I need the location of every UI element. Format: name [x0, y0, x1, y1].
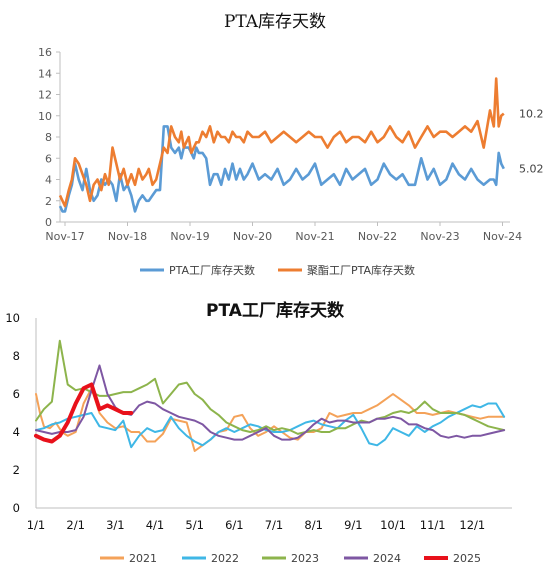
c1-legend-label-1: 聚酯工厂PTA库存天数: [307, 263, 415, 277]
c2-x-tick-label: 3/1: [106, 518, 125, 532]
c1-x-tick-label: Nov-18: [108, 230, 147, 243]
c1-x-tick-label: Nov-20: [233, 230, 272, 243]
c1-x-tick-label: Nov-17: [45, 230, 84, 243]
c1-x-tick-label: Nov-24: [483, 230, 522, 243]
c1-series-line-0: [58, 125, 505, 213]
c2-legend-label-2025: 2025: [453, 552, 481, 565]
c1-x-tick-label: Nov-19: [170, 230, 209, 243]
c2-x-tick-label: 9/1: [344, 518, 363, 532]
c1-y-tick-label: 10: [38, 110, 52, 123]
c1-x-tick-label: Nov-22: [358, 230, 397, 243]
chart-pta-days-history: PTA库存天数 0 2 4 6 8 10 12 14 16 Nov-17 Nov-18 Nov-19 N…: [38, 12, 544, 277]
c2-series-line-2023: [35, 339, 506, 435]
c2-y-tick-label: 10: [5, 311, 20, 325]
c1-y-tick-label: 4: [45, 174, 52, 187]
c2-x-tick-label: 11/1: [420, 518, 446, 532]
c2-x-tick-label: 7/1: [265, 518, 284, 532]
c2-x-tick-label: 1/1: [27, 518, 46, 532]
c2-x-tick-label: 4/1: [146, 518, 165, 532]
c2-x-tick-label: 12/1: [459, 518, 485, 532]
c2-series-line-2024: [35, 364, 506, 441]
c2-legend-label-2024: 2024: [373, 552, 401, 565]
c1-y-tick-label: 12: [38, 89, 52, 102]
chart2-title: PTA工厂库存天数: [206, 300, 345, 321]
c2-x-tick-label: 8/1: [304, 518, 323, 532]
c2-legend-label-2023: 2023: [291, 552, 319, 565]
c1-legend-label-0: PTA工厂库存天数: [169, 263, 255, 277]
c2-x-tick-label: 5/1: [185, 518, 204, 532]
c2-x-tick-label: 6/1: [225, 518, 244, 532]
c2-y-tick-label: 2: [13, 463, 20, 477]
chart1-title: PTA库存天数: [224, 12, 326, 32]
c1-series-line-1: [58, 77, 505, 208]
c1-y-tick-label: 0: [45, 216, 52, 229]
c1-x-tick-label: Nov-21: [295, 230, 334, 243]
c2-series-line-2021: [35, 387, 506, 452]
c2-legend-label-2022: 2022: [211, 552, 239, 565]
c1-y-tick-label: 14: [38, 67, 52, 80]
c1-y-tick-label: 6: [45, 152, 52, 165]
chart-pta-factory-seasonal: PTA工厂库存天数 0 2 4 6 8 10 1/1 2/1 3/1 4/1 5/1 6/1 7/1 8/…: [5, 300, 512, 565]
c1-end-label-1: 10.2: [519, 108, 544, 121]
c1-y-tick-label: 16: [38, 46, 52, 59]
c2-x-tick-label: 2/1: [66, 518, 85, 532]
c1-y-tick-label: 8: [45, 131, 52, 144]
c2-y-tick-label: 4: [13, 425, 20, 439]
c2-x-tick-label: 10/1: [380, 518, 406, 532]
c1-x-tick-label: Nov-23: [420, 230, 459, 243]
c2-y-tick-label: 8: [13, 349, 20, 363]
c2-y-tick-label: 0: [13, 501, 20, 515]
c2-y-tick-label: 6: [13, 387, 20, 401]
c2-series-line-2025: [34, 382, 134, 444]
c1-y-tick-label: 2: [45, 195, 52, 208]
c1-end-label-0: 5.02: [519, 163, 544, 176]
c2-legend-label-2021: 2021: [129, 552, 157, 565]
